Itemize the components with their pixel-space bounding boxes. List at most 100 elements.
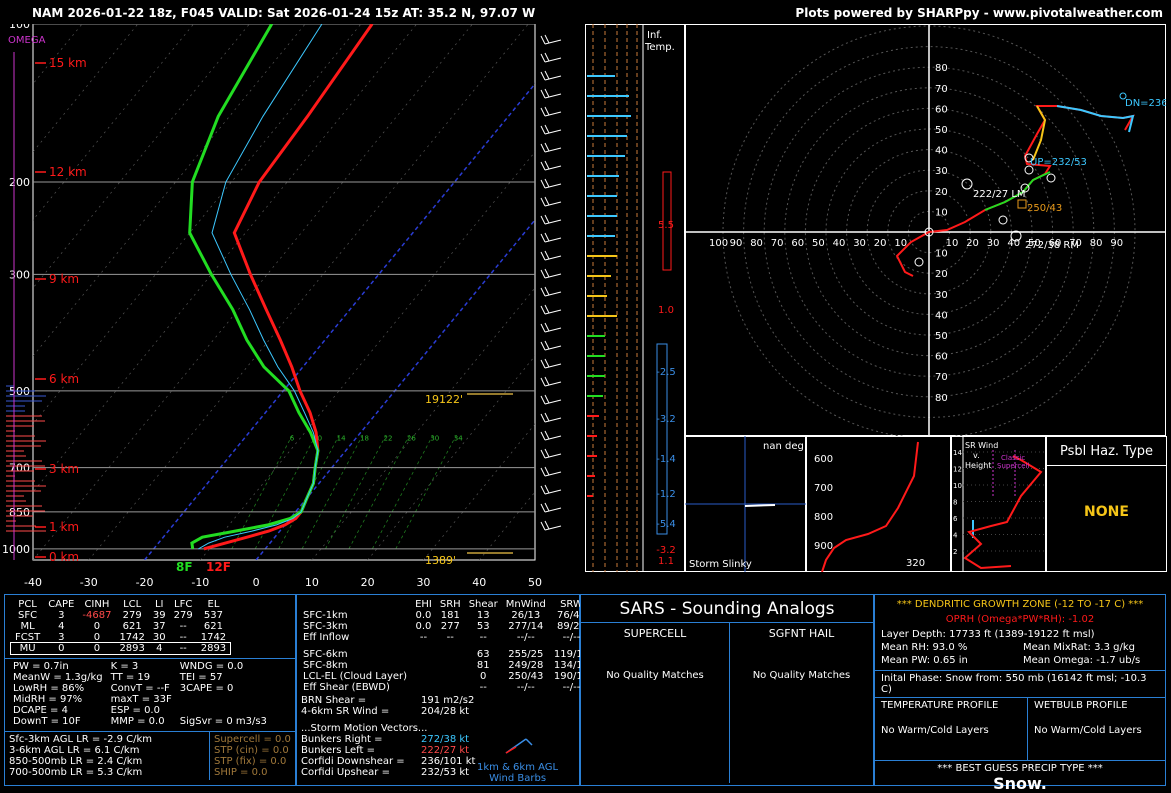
kinematics-cell: LCL-EL (Cloud Layer) <box>303 671 408 682</box>
dgz-mean-omega: Mean Omega: -1.7 ub/s <box>1023 655 1141 666</box>
wind-barb-flag <box>540 359 546 369</box>
kinematics-cell: 190/16 <box>553 671 590 682</box>
wind-barb-flag <box>540 305 546 315</box>
parcel-cell: -4687 <box>82 610 112 621</box>
kinematics-row: Eff Shear (EBWD) -- --/-- --/-- <box>299 682 593 693</box>
kinematics-row: LCL-EL (Cloud Layer) 0 250/43 190/16 <box>299 671 593 682</box>
inferred-value: -2.5 <box>656 367 676 378</box>
isotherm <box>33 24 250 289</box>
wind-barb-flag <box>544 268 550 278</box>
dgz-mean-pw: Mean PW: 0.65 in <box>881 655 968 666</box>
kinematics-header: Shear <box>468 599 498 610</box>
isotherm <box>311 287 535 560</box>
srwind-tick-label: 12 <box>953 466 962 474</box>
hodograph-y-tick: 80 <box>935 63 948 74</box>
parcel-cell: 621 <box>203 621 223 632</box>
kinematics-row: SFC-3km 0.0 277 53 277/14 89/24 <box>299 621 593 632</box>
theta-tick-label: 600 <box>814 454 833 465</box>
parcel-row: MU 0 0 2893 4 -- 2893 <box>9 642 232 655</box>
storm-motion-row: Corfidi Downshear = 236/101 kt <box>301 756 575 767</box>
hodograph-x-tick: 40 <box>833 238 846 249</box>
kinematics-extra: BRN Shear = 191 m2/s2 4-6km SR Wind = 204/… <box>297 693 579 784</box>
parcel-row: ML 4 0 621 37 -- 621 <box>11 621 230 632</box>
parcel-cell: 3 <box>58 610 65 621</box>
wind-barb <box>544 147 562 153</box>
index-cell: MeanW = 1.3g/kg <box>13 672 103 683</box>
isotherm <box>143 82 535 560</box>
kinematics-cell <box>436 660 465 671</box>
isotherm <box>0 24 26 560</box>
isotherm <box>88 24 529 560</box>
srwind-title-2: v. <box>973 451 980 460</box>
sars-panel: SARS - Sounding Analogs SUPERCELL No Qua… <box>580 594 874 786</box>
mixing-ratio-line <box>348 432 412 550</box>
index-row: LowRH = 86% ConvT = --F 3CAPE = 0 <box>9 683 271 694</box>
wind-barb <box>544 237 562 243</box>
inferred-range <box>662 171 672 271</box>
wind-barb-flag <box>544 70 550 80</box>
wind-barb-flag <box>544 412 550 422</box>
pressure-tick-label: 300 <box>9 268 30 281</box>
storm-motion-value: 222/27 kt <box>421 745 470 756</box>
wind-barb-flag <box>540 53 546 63</box>
srwind-note-1: Classic <box>1001 454 1025 462</box>
kinematics-header: EHI <box>415 599 432 610</box>
hodograph-x-tick: 70 <box>1069 238 1082 249</box>
wind-barb <box>544 39 562 45</box>
wind-barb-flag <box>540 521 546 531</box>
hodograph-y-tick: 50 <box>935 331 948 342</box>
parcel-cell: 621 <box>122 621 142 632</box>
srw46-value: 204/28 kt <box>421 706 470 717</box>
skewt-labels: 15 km 12 km 9 km 6 km 3 km 1 km 0 km 19122' 1389… <box>35 56 513 574</box>
kinematics-cell: 63 <box>476 649 490 660</box>
wind-barb-flag <box>544 178 550 188</box>
hodograph-height-marker <box>914 257 924 267</box>
bunkers-right-marker <box>1010 230 1022 242</box>
agl-barb-icon <box>505 738 533 754</box>
temp-tick-label: -10 <box>191 576 209 589</box>
mixing-ratio-label: 6 <box>290 434 295 442</box>
sfc-temp-label: 12F <box>206 560 231 574</box>
storm-slinky: nan deg Storm Slinky <box>685 436 806 572</box>
hodograph-x-tick: 30 <box>853 238 866 249</box>
wind-barb-flag <box>544 340 550 350</box>
wind-barb <box>544 525 562 531</box>
kinematics-cell: Eff Shear (EBWD) <box>303 682 390 693</box>
parcel-cell: ML <box>20 621 35 632</box>
kinematics-cell: 250/43 <box>508 671 544 682</box>
wind-barb <box>544 93 562 99</box>
agl-barb-label-2: Wind Barbs <box>489 773 547 784</box>
srwind-trace <box>963 455 1043 570</box>
parcel-cell: FCST <box>15 632 41 643</box>
composite-index: STP (fix) = 0.0 <box>214 756 287 767</box>
wind-barb-flag <box>544 52 550 62</box>
composite-index: STP (cin) = 0.0 <box>214 745 289 756</box>
index-cell: ESP = 0.0 <box>110 705 160 716</box>
kinematics-row: SFC-6km 63 255/25 119/16 <box>299 649 593 660</box>
storm-motion-label: Corfidi Upshear = <box>301 767 390 778</box>
wind-barb-flag <box>544 376 550 386</box>
dgz-panel: *** DENDRITIC GROWTH ZONE (-12 TO -17 C)… <box>874 594 1166 793</box>
wind-barb <box>544 255 562 261</box>
hodograph-x-tick: 50 <box>812 238 825 249</box>
sars-hail-result: No Quality Matches <box>752 670 851 681</box>
wind-barb <box>544 399 562 405</box>
srwind-tick-label: 14 <box>953 449 962 457</box>
isotherm <box>255 218 535 560</box>
parcel-table: PCL CAPE CINH LCL LI LFC EL SFC 3 -4687 279 39 279 5… <box>9 599 232 655</box>
mixing-ratio-line <box>301 432 365 550</box>
inferred-title-1: Inf. <box>647 30 662 41</box>
height-label: 3 km <box>49 462 79 476</box>
wind-barb-flag <box>540 251 546 261</box>
hodograph-x-tick: 40 <box>1007 238 1020 249</box>
storm-motion-row: Corfidi Upshear = 232/53 kt <box>301 767 575 778</box>
dgz-wetbulb-result: No Warm/Cold Layers <box>1034 725 1142 736</box>
wind-barb-flag <box>540 233 546 243</box>
wind-barb <box>544 381 562 387</box>
bunkers-left-marker <box>961 178 973 190</box>
mixing-ratio-label: 26 <box>407 434 416 442</box>
wind-barb-flag <box>544 520 550 530</box>
storm-motion-label: Bunkers Right = <box>301 734 383 745</box>
hodograph-top-segment <box>1056 105 1135 133</box>
isotherm <box>33 24 418 493</box>
